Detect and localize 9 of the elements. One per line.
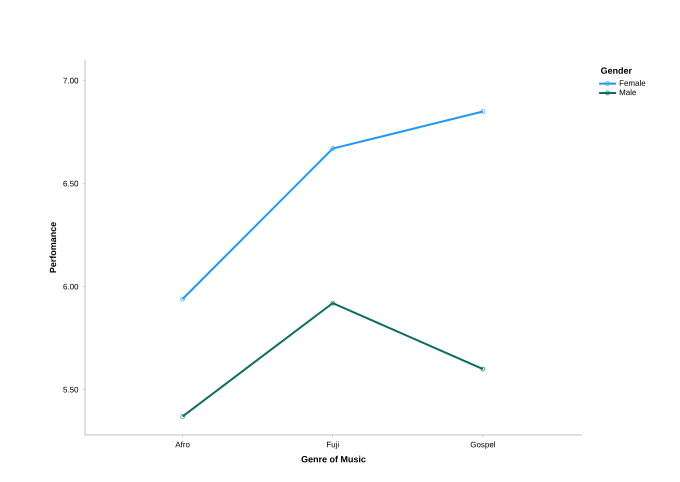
y-axis-title: Perfomance (50, 222, 56, 273)
point (180, 414, 185, 419)
x-axis-title: Genre of Music (302, 456, 366, 462)
point (180, 296, 185, 302)
point (330, 146, 336, 151)
point (330, 300, 336, 306)
point (480, 109, 486, 114)
legend-title: Gender (600, 67, 632, 74)
point (480, 366, 486, 372)
